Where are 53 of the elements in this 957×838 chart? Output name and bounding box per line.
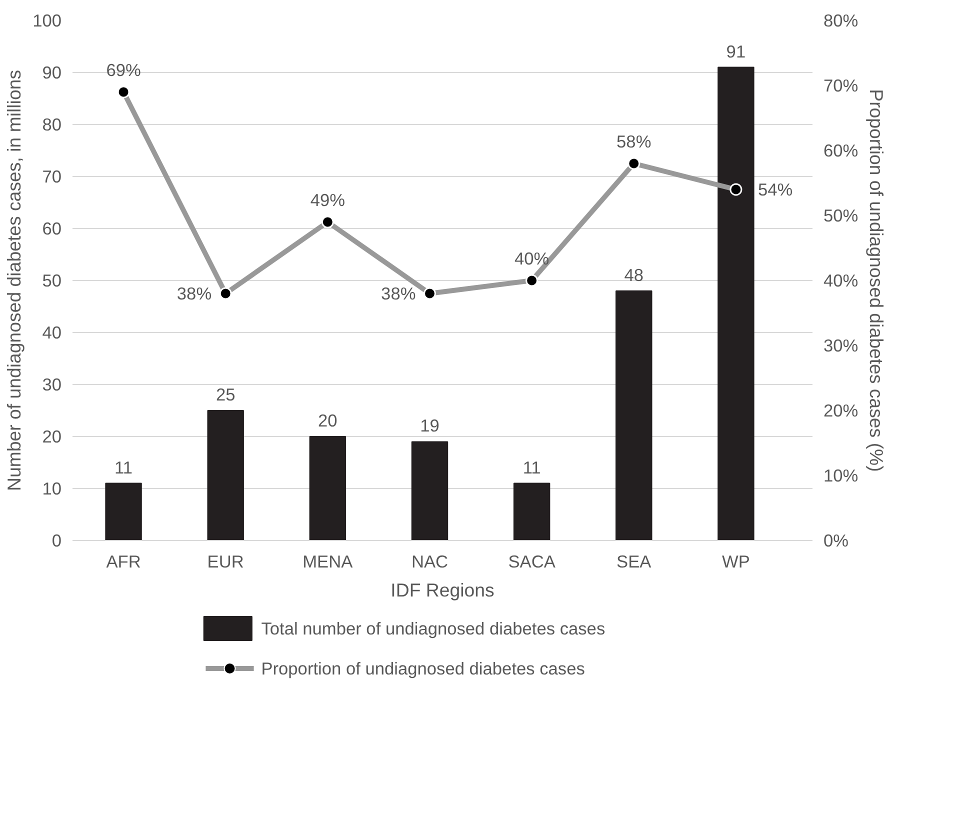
x-axis-title: IDF Regions	[390, 580, 494, 600]
legend-label: Total number of undiagnosed diabetes cases	[261, 618, 606, 638]
x-tick-label: MENA	[302, 552, 354, 572]
data-label: 20	[318, 410, 338, 430]
y-tick-label: 20	[42, 426, 62, 446]
y2-tick-label: 80%	[824, 10, 858, 30]
y-tick-label: 40	[42, 322, 62, 342]
data-label: 58%	[616, 132, 652, 152]
x-tick-label: EUR	[207, 552, 244, 572]
x-tick-label: WP	[722, 552, 750, 572]
legend-label: Proportion of undiagnosed diabetes cases	[261, 658, 586, 678]
bar	[513, 482, 550, 540]
y-tick-label: 70	[42, 166, 62, 186]
bar	[411, 441, 448, 540]
data-label: 48	[624, 264, 644, 285]
data-label: 69%	[106, 60, 141, 80]
data-label: 40%	[514, 248, 550, 268]
data-label: 38%	[176, 284, 212, 304]
bar	[309, 436, 346, 540]
y-axis-title: Number of undiagnosed diabetes cases, in millions	[4, 70, 25, 492]
y2-tick-label: 10%	[824, 466, 858, 486]
data-label: 38%	[381, 284, 416, 304]
y2-tick-label: 40%	[824, 270, 858, 290]
x-tick-label: SEA	[616, 552, 652, 572]
data-label: 49%	[310, 190, 346, 210]
y2-tick-label: 70%	[824, 76, 858, 96]
y-tick-label: 10	[42, 478, 62, 498]
y-tick-label: 30	[42, 374, 62, 394]
x-tick-label: SACA	[508, 552, 556, 572]
y-tick-label: 0	[52, 530, 62, 550]
x-tick-label: NAC	[411, 552, 448, 572]
y-tick-label: 60	[42, 218, 62, 238]
y2-tick-label: 50%	[824, 206, 858, 226]
y2-tick-label: 60%	[824, 140, 858, 160]
data-label: 91	[726, 41, 746, 62]
x-tick-label: AFR	[106, 552, 141, 572]
bar	[105, 482, 142, 540]
bar	[207, 410, 244, 540]
data-label: 11	[114, 457, 133, 478]
y-tick-label: 90	[42, 62, 62, 82]
y2-tick-label: 30%	[824, 336, 858, 356]
y2-tick-label: 0%	[824, 530, 849, 550]
y-tick-label: 100	[32, 10, 62, 30]
bar	[718, 66, 754, 540]
y2-axis-title: Proportion of undiagnosed diabetes cases (%)	[866, 89, 888, 472]
y-tick-label: 80	[42, 114, 62, 134]
y-tick-label: 50	[42, 270, 62, 290]
data-label: 11	[522, 457, 541, 478]
data-label: 54%	[758, 180, 793, 200]
data-label: 19	[420, 416, 440, 436]
bar	[616, 290, 652, 540]
y2-tick-label: 20%	[824, 400, 858, 420]
data-label: 25	[216, 384, 236, 404]
